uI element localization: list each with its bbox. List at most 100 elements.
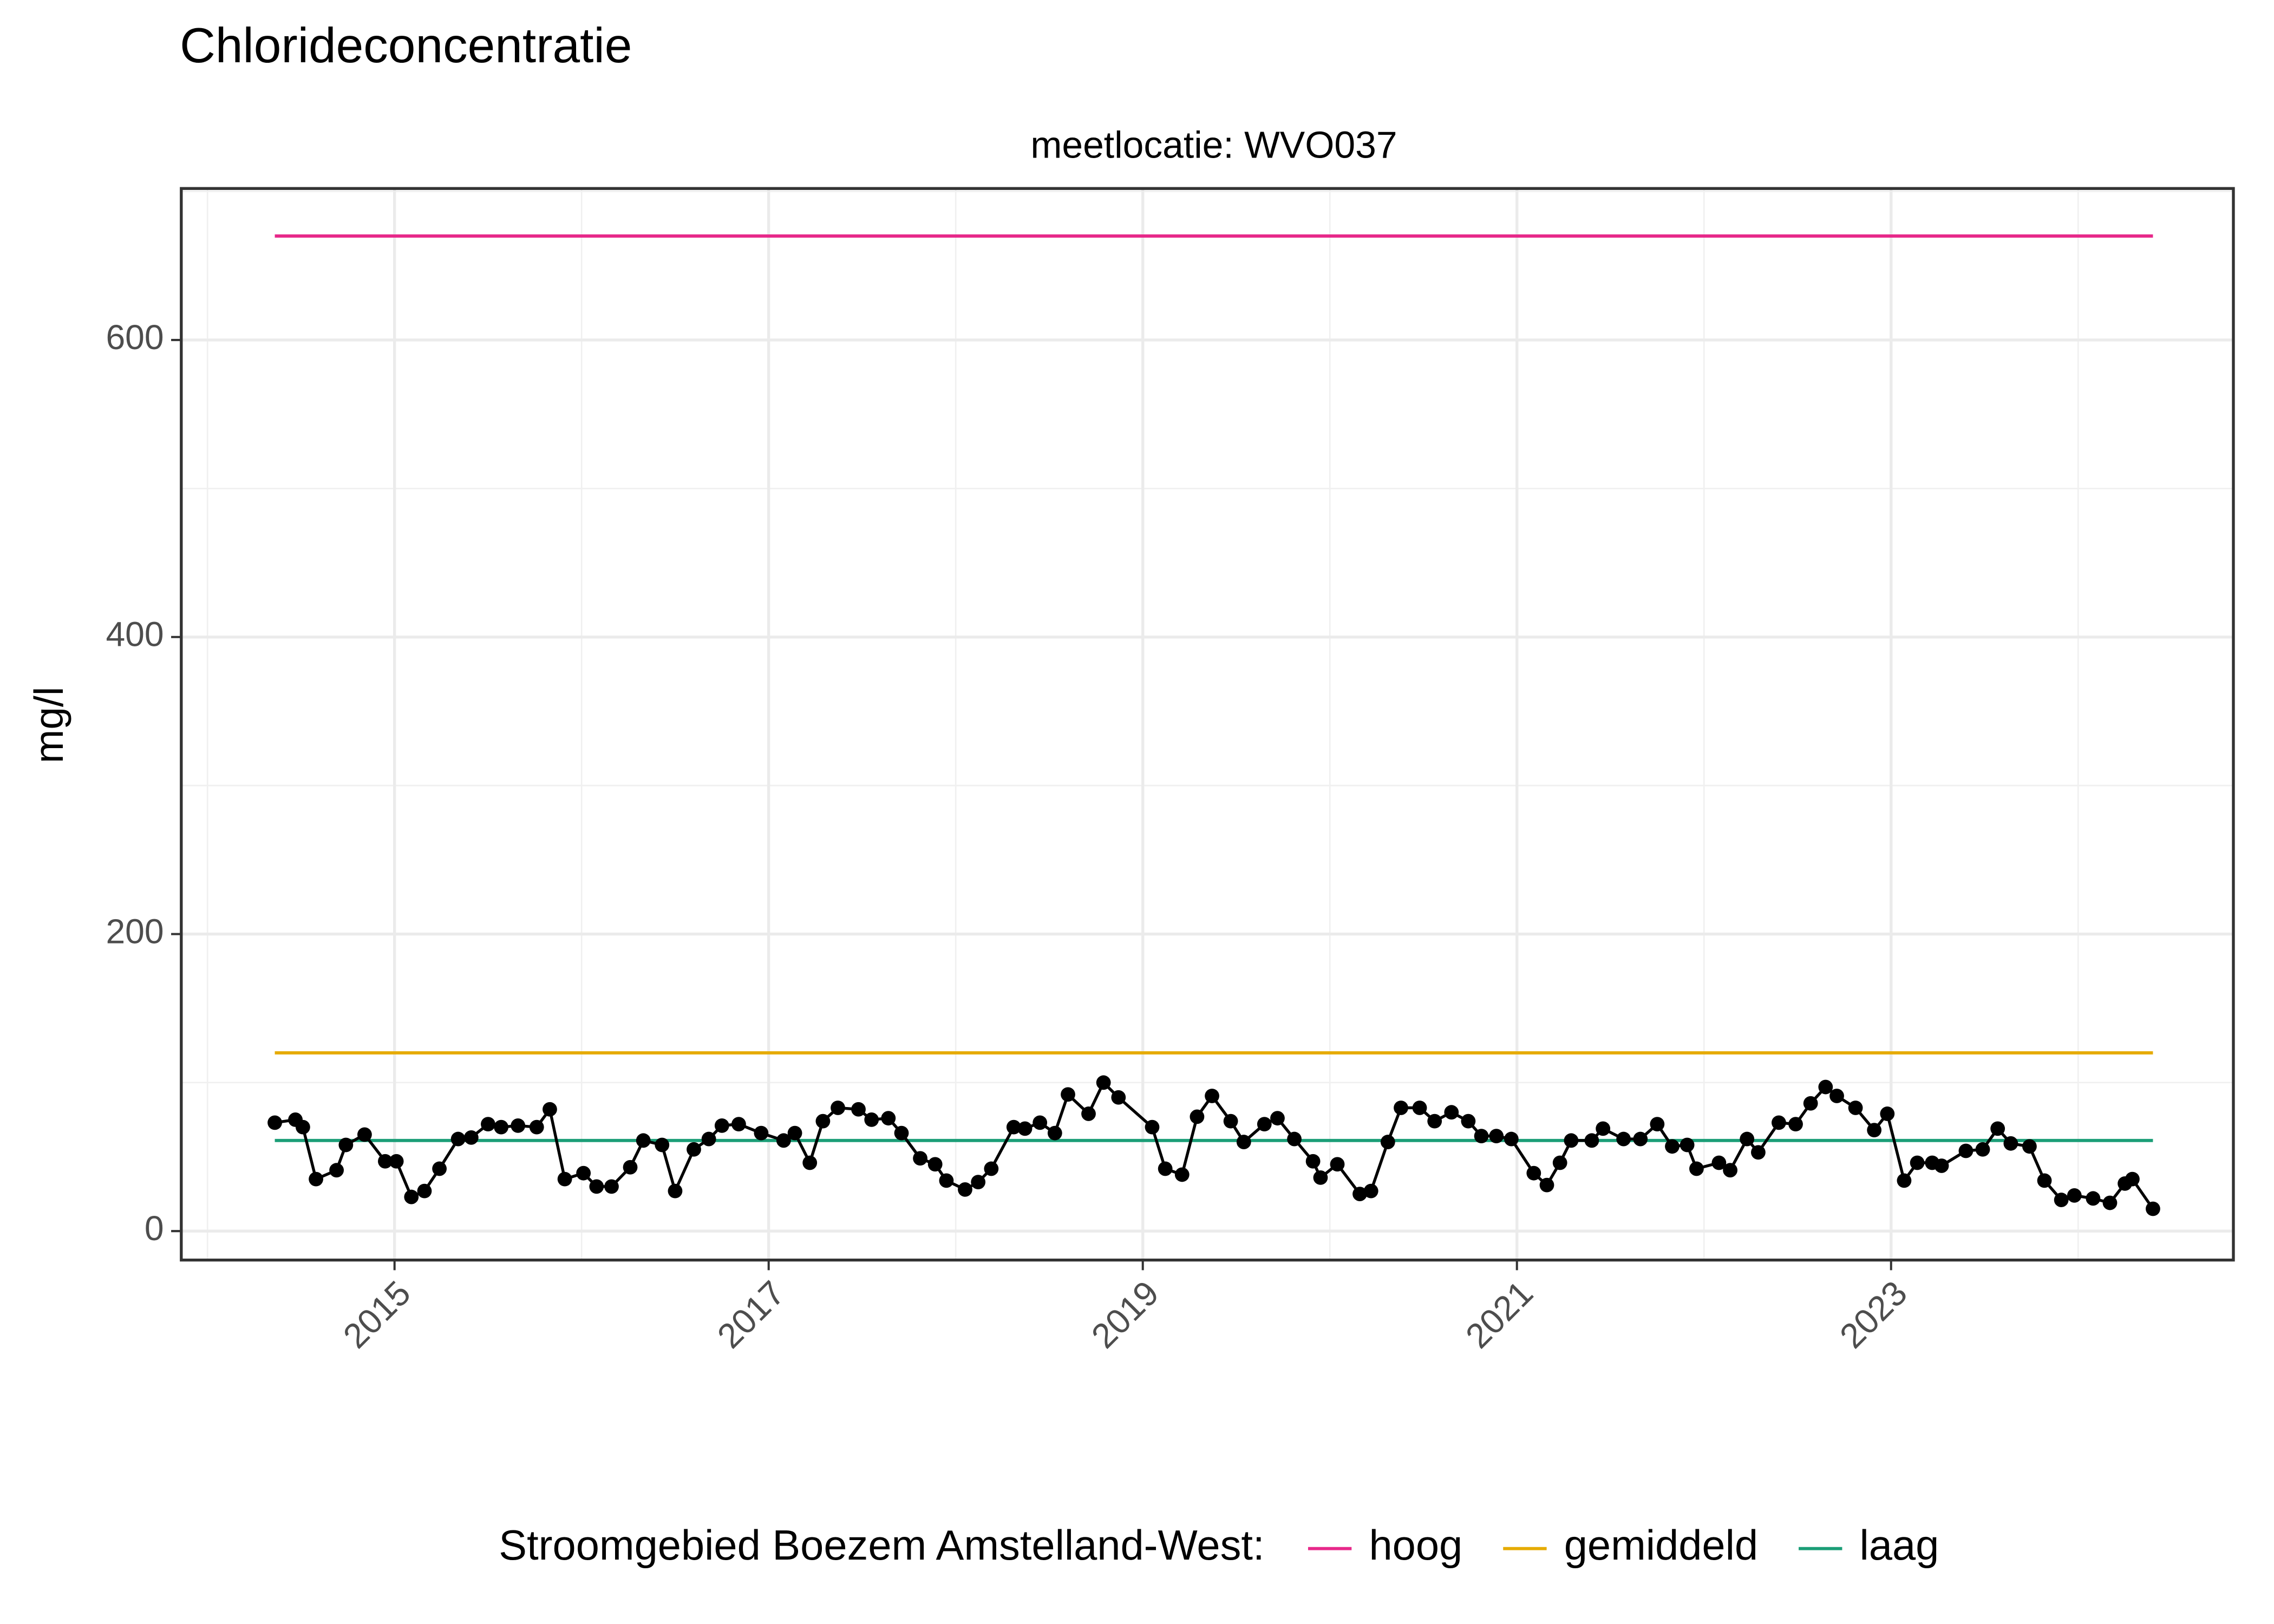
data-point — [357, 1127, 372, 1142]
data-point — [851, 1102, 866, 1117]
data-point — [2102, 1195, 2118, 1210]
data-point — [2086, 1191, 2101, 1206]
data-point — [463, 1130, 479, 1145]
data-point — [2003, 1136, 2018, 1151]
data-point — [1504, 1131, 1519, 1147]
data-point — [881, 1111, 896, 1126]
legend-label: gemiddeld — [1564, 1522, 1758, 1569]
data-point — [529, 1119, 544, 1135]
data-point — [701, 1131, 716, 1147]
data-point — [2146, 1201, 2160, 1216]
data-point — [864, 1112, 879, 1127]
data-point — [1552, 1155, 1567, 1170]
data-point — [576, 1165, 591, 1181]
data-point — [2067, 1188, 2082, 1203]
data-point — [754, 1125, 769, 1141]
data-point — [1633, 1131, 1648, 1147]
data-point — [636, 1133, 651, 1148]
data-point — [2125, 1171, 2140, 1187]
data-point — [1461, 1114, 1476, 1129]
data-point — [404, 1189, 419, 1204]
data-point — [589, 1179, 604, 1194]
data-point — [655, 1137, 670, 1152]
data-point — [2037, 1173, 2052, 1188]
data-point — [1363, 1183, 1378, 1199]
data-point — [1723, 1163, 1737, 1178]
data-point — [787, 1125, 802, 1141]
data-point — [1313, 1170, 1328, 1185]
legend-item: hoog — [1308, 1522, 1462, 1569]
data-point — [450, 1131, 466, 1147]
y-tick-label: 0 — [145, 1209, 164, 1248]
data-point — [1305, 1154, 1321, 1169]
data-point — [1680, 1137, 1695, 1152]
data-point — [971, 1175, 986, 1190]
plot-border — [180, 187, 2235, 1262]
data-point — [557, 1171, 572, 1187]
data-point — [1818, 1079, 1833, 1095]
legend-label: hoog — [1369, 1522, 1462, 1569]
chart-title: Chlorideconcentratie — [180, 18, 632, 73]
data-point — [1740, 1131, 1755, 1147]
data-point — [267, 1115, 282, 1130]
data-point — [1910, 1155, 1925, 1170]
data-point — [1689, 1161, 1704, 1176]
data-point — [1352, 1187, 1367, 1201]
data-point — [1975, 1142, 1990, 1157]
data-point — [1867, 1123, 1882, 1138]
data-point — [1665, 1139, 1680, 1154]
data-point — [939, 1173, 954, 1188]
data-point — [494, 1119, 509, 1135]
data-point — [417, 1183, 432, 1199]
legend-item: gemiddeld — [1503, 1522, 1758, 1569]
data-point — [1711, 1155, 1727, 1170]
data-point — [481, 1117, 495, 1132]
data-point — [623, 1160, 638, 1175]
data-point — [984, 1161, 999, 1176]
data-point — [1006, 1119, 1021, 1135]
data-point — [378, 1154, 393, 1169]
data-point — [432, 1161, 447, 1176]
data-point — [1174, 1167, 1190, 1182]
data-point — [913, 1151, 927, 1166]
data-point — [1848, 1101, 1863, 1115]
data-point — [309, 1171, 323, 1187]
facet-label: meetlocatie: WVO037 — [1030, 124, 1397, 166]
data-point — [668, 1183, 683, 1199]
data-point — [927, 1157, 943, 1172]
data-point — [1205, 1089, 1219, 1103]
data-point — [296, 1119, 310, 1135]
data-point — [1330, 1157, 1345, 1172]
data-point — [1564, 1133, 1579, 1148]
data-point — [687, 1142, 701, 1157]
data-point — [958, 1182, 972, 1197]
data-point — [1427, 1114, 1442, 1129]
data-point — [1223, 1114, 1238, 1129]
data-point — [329, 1163, 344, 1178]
legend-label: laag — [1860, 1522, 1939, 1569]
data-point — [338, 1137, 354, 1152]
data-point — [1650, 1117, 1665, 1132]
data-point — [1474, 1129, 1489, 1143]
data-point — [1257, 1117, 1272, 1132]
data-point — [1111, 1090, 1126, 1105]
data-point — [1270, 1111, 1285, 1126]
data-point — [1772, 1115, 1786, 1130]
data-point — [1990, 1121, 2005, 1136]
data-point — [1033, 1115, 1048, 1130]
data-point — [1596, 1121, 1611, 1136]
data-point — [1751, 1145, 1766, 1160]
data-point — [802, 1155, 818, 1170]
data-point — [511, 1118, 526, 1133]
y-tick-label: 600 — [106, 318, 164, 357]
legend-item: laag — [1799, 1522, 1939, 1569]
data-point — [543, 1102, 557, 1117]
data-point — [1096, 1075, 1111, 1090]
data-point — [1047, 1125, 1062, 1141]
data-point — [1412, 1101, 1427, 1115]
data-point — [1236, 1135, 1251, 1149]
data-point — [815, 1114, 831, 1129]
data-point — [1444, 1105, 1459, 1120]
